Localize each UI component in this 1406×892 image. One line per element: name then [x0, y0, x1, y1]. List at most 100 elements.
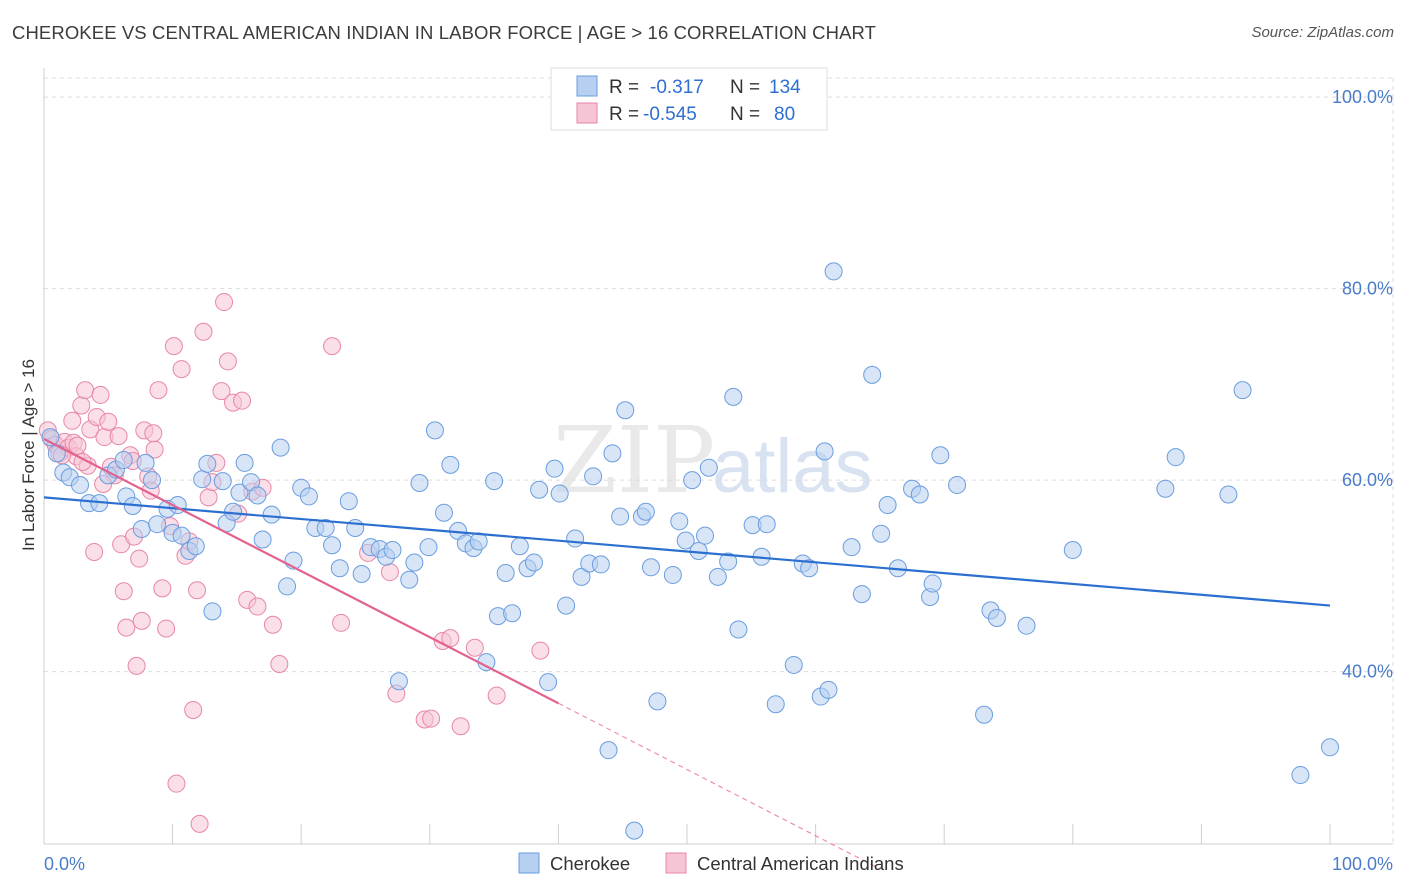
cherokee-point-53: [410, 474, 429, 493]
cherokee-point-38: [299, 487, 318, 506]
cherokee-point-66: [503, 604, 522, 623]
central-american-point-27: [130, 549, 149, 568]
central-american-point-10: [76, 381, 95, 400]
cherokee-point-21: [186, 537, 205, 556]
cherokee-point-97: [719, 552, 738, 571]
cherokee-point-76: [572, 567, 591, 586]
cherokee-point-49: [383, 541, 402, 560]
cherokee-point-71: [539, 673, 558, 692]
central-american-point-20: [109, 427, 128, 446]
central-american-point-38: [167, 774, 186, 793]
cherokee-point-41: [323, 536, 342, 555]
central-american-point-61: [323, 337, 342, 356]
cherokee-point-127: [1233, 381, 1252, 400]
cherokee-points: [41, 262, 1339, 840]
cherokee-point-129: [1321, 738, 1339, 757]
cherokee-point-128: [1291, 766, 1310, 785]
bottom-legend-swatch-cherokee: [518, 852, 540, 874]
cherokee-point-4: [71, 475, 90, 494]
cherokee-point-102: [766, 695, 785, 714]
cherokee-point-99: [729, 620, 748, 639]
central-american-point-70: [451, 717, 470, 736]
cherokee-point-119: [931, 446, 950, 465]
cherokee-point-70: [530, 480, 549, 499]
cherokee-point-79: [591, 555, 610, 574]
y-tick-label-0: 40.0%: [1342, 662, 1393, 682]
legend-n-value-1: 134: [769, 77, 801, 98]
top-legend: R = -0.317 N = 134 R = -0.545 N = 80: [550, 67, 828, 131]
legend-n-value-2: 80: [774, 104, 795, 125]
cherokee-point-51: [400, 570, 419, 589]
axes: [43, 68, 1393, 845]
cherokee-point-90: [670, 512, 689, 531]
legend-n-label-1: N =: [730, 77, 760, 98]
watermark: ZIP atlas: [553, 407, 873, 514]
cherokee-point-72: [545, 459, 564, 478]
cherokee-point-118: [923, 574, 942, 593]
cherokee-point-120: [975, 705, 994, 724]
cherokee-point-94: [696, 526, 715, 545]
cherokee-point-74: [557, 596, 576, 615]
y-tick-label-1: 60.0%: [1342, 470, 1393, 490]
cherokee-point-75: [566, 529, 585, 548]
cherokee-point-123: [1017, 616, 1036, 635]
central-american-point-23: [117, 618, 136, 637]
cherokee-point-31: [248, 486, 267, 505]
central-american-point-17: [99, 412, 118, 431]
bottom-legend-swatch-central-american: [665, 852, 687, 874]
cherokee-point-57: [441, 455, 460, 474]
cherokee-point-108: [824, 262, 843, 281]
cherokee-point-126: [1219, 485, 1238, 504]
cherokee-trend-line: [43, 496, 1331, 607]
cherokee-point-88: [648, 692, 667, 711]
central-american-point-39: [172, 360, 191, 379]
central-american-point-72: [487, 686, 506, 705]
central-american-point-79: [68, 436, 87, 455]
cherokee-point-107: [819, 680, 838, 699]
cherokee-point-78: [584, 467, 603, 486]
legend-r-label-1: R =: [609, 77, 639, 98]
cherokee-point-86: [636, 502, 655, 521]
cherokee-point-112: [872, 524, 891, 543]
central-american-point-42: [184, 700, 203, 719]
bottom-legend: Cherokee Central American Indians: [518, 852, 904, 874]
central-american-point-77: [144, 424, 163, 443]
cherokee-point-83: [616, 401, 635, 420]
central-american-trend-line: [43, 437, 559, 705]
cherokee-point-109: [842, 538, 861, 557]
cherokee-point-23: [198, 454, 217, 473]
cherokee-point-1: [47, 444, 66, 463]
legend-swatch-cherokee: [576, 75, 598, 97]
central-american-trend-extrapolation: [558, 702, 881, 870]
x-tick-labels: 0.0% 100.0%: [44, 854, 1393, 874]
y-axis-label: In Labor Force | Age > 16: [19, 359, 38, 551]
legend-r-value-1: -0.317: [650, 77, 704, 98]
cherokee-point-65: [496, 564, 515, 583]
cherokee-point-82: [611, 507, 630, 526]
central-american-point-22: [114, 582, 133, 601]
central-american-point-6: [63, 411, 82, 430]
central-american-point-50: [215, 293, 234, 312]
cherokee-point-43: [339, 492, 358, 511]
cherokee-point-89: [663, 565, 682, 584]
cherokee-point-24: [203, 602, 222, 621]
cherokee-point-84: [625, 821, 644, 840]
legend-r-label-2: R =: [609, 104, 639, 125]
central-american-point-73: [531, 641, 550, 660]
cherokee-point-54: [419, 538, 438, 557]
cherokee-point-50: [389, 672, 408, 691]
central-american-point-49: [212, 382, 231, 401]
cherokee-point-95: [699, 458, 718, 477]
cherokee-point-125: [1156, 479, 1175, 498]
cherokee-point-111: [863, 365, 882, 384]
cherokee-point-92: [683, 471, 702, 490]
central-american-point-28: [132, 611, 151, 630]
cherokee-point-98: [724, 387, 743, 406]
cherokee-point-14: [143, 471, 162, 490]
cherokee-point-33: [262, 505, 281, 524]
cherokee-point-69: [524, 553, 543, 572]
cherokee-point-52: [405, 553, 424, 572]
cherokee-point-63: [485, 472, 504, 491]
cherokee-point-113: [878, 496, 897, 515]
